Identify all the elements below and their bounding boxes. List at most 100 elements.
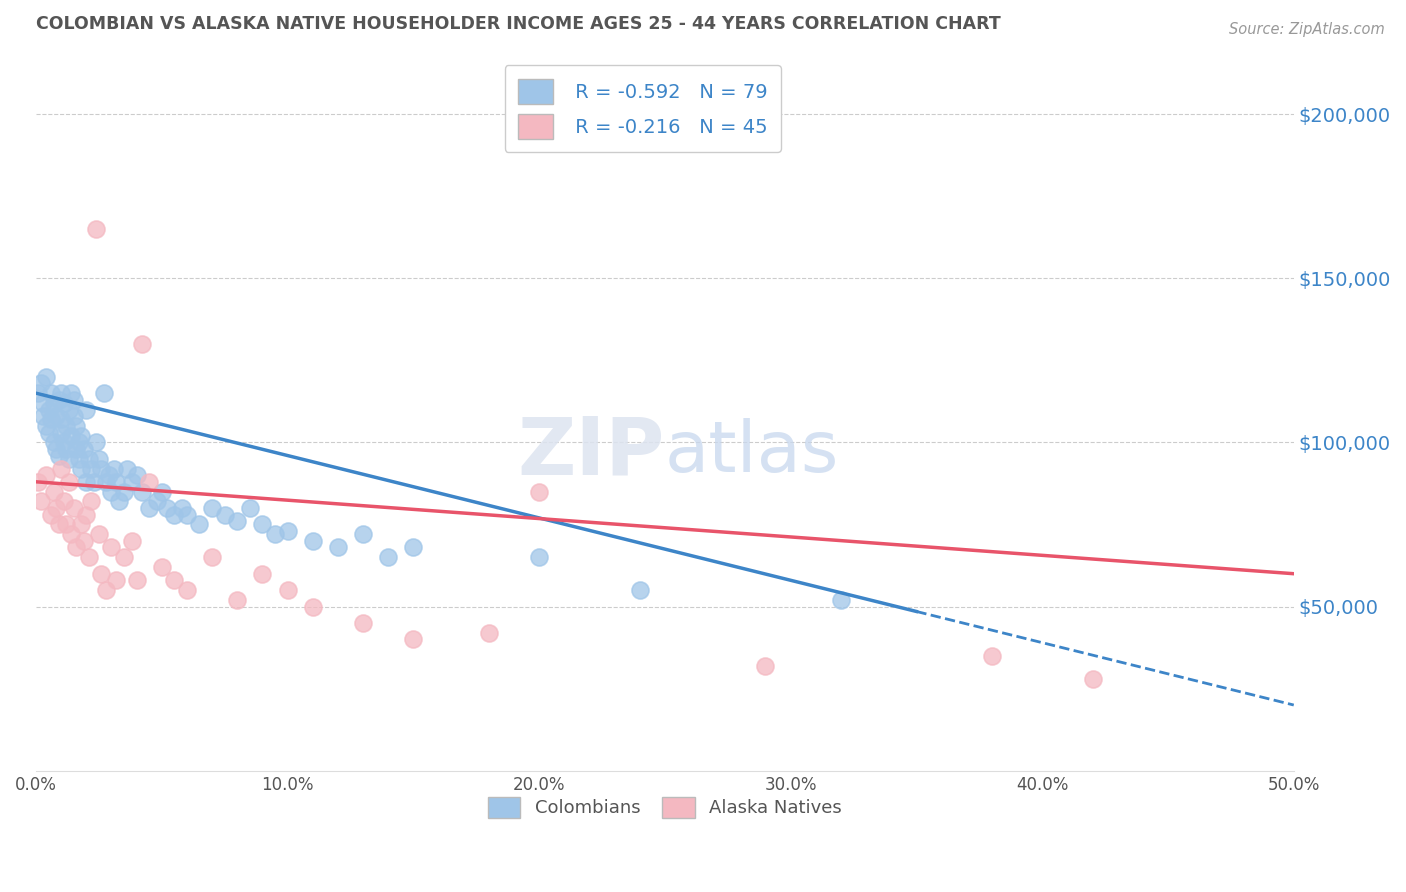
Point bbox=[176, 583, 198, 598]
Text: atlas: atlas bbox=[665, 418, 839, 487]
Point bbox=[73, 442, 96, 456]
Point bbox=[402, 632, 425, 647]
Point bbox=[830, 593, 852, 607]
Point bbox=[39, 508, 62, 522]
Point bbox=[27, 475, 49, 489]
Point bbox=[80, 494, 103, 508]
Point bbox=[67, 435, 90, 450]
Point bbox=[75, 508, 97, 522]
Point bbox=[58, 475, 80, 489]
Point bbox=[39, 386, 62, 401]
Point bbox=[150, 560, 173, 574]
Point bbox=[86, 435, 108, 450]
Point bbox=[60, 429, 83, 443]
Point bbox=[1081, 672, 1104, 686]
Point bbox=[70, 517, 93, 532]
Point bbox=[27, 386, 49, 401]
Point bbox=[49, 412, 72, 426]
Point bbox=[352, 615, 374, 630]
Point bbox=[163, 574, 186, 588]
Legend: Colombians, Alaska Natives: Colombians, Alaska Natives bbox=[479, 788, 851, 827]
Point bbox=[131, 337, 153, 351]
Point bbox=[201, 550, 224, 565]
Point bbox=[65, 442, 87, 456]
Point bbox=[301, 599, 323, 614]
Point bbox=[125, 574, 148, 588]
Point bbox=[48, 517, 70, 532]
Point bbox=[30, 376, 52, 391]
Point bbox=[49, 386, 72, 401]
Point bbox=[97, 468, 120, 483]
Point bbox=[527, 550, 550, 565]
Point bbox=[77, 550, 100, 565]
Point bbox=[176, 508, 198, 522]
Point bbox=[75, 475, 97, 489]
Point bbox=[49, 461, 72, 475]
Point bbox=[39, 412, 62, 426]
Point bbox=[125, 468, 148, 483]
Point bbox=[70, 461, 93, 475]
Point bbox=[48, 449, 70, 463]
Point bbox=[150, 484, 173, 499]
Point bbox=[38, 425, 60, 440]
Point bbox=[131, 484, 153, 499]
Point bbox=[115, 461, 138, 475]
Point bbox=[90, 566, 112, 581]
Point bbox=[478, 625, 501, 640]
Point bbox=[62, 409, 84, 424]
Point bbox=[527, 484, 550, 499]
Point bbox=[239, 501, 262, 516]
Point bbox=[201, 501, 224, 516]
Point bbox=[100, 541, 122, 555]
Point bbox=[32, 396, 55, 410]
Point bbox=[60, 386, 83, 401]
Point bbox=[96, 583, 118, 598]
Point bbox=[138, 475, 160, 489]
Point bbox=[105, 475, 128, 489]
Point bbox=[65, 541, 87, 555]
Point bbox=[326, 541, 349, 555]
Point bbox=[35, 468, 58, 483]
Point bbox=[87, 451, 110, 466]
Point bbox=[96, 475, 118, 489]
Point bbox=[402, 541, 425, 555]
Point bbox=[52, 494, 75, 508]
Point bbox=[75, 402, 97, 417]
Point bbox=[55, 442, 77, 456]
Point bbox=[58, 451, 80, 466]
Point bbox=[55, 517, 77, 532]
Point bbox=[188, 517, 211, 532]
Text: Source: ZipAtlas.com: Source: ZipAtlas.com bbox=[1229, 22, 1385, 37]
Text: COLOMBIAN VS ALASKA NATIVE HOUSEHOLDER INCOME AGES 25 - 44 YEARS CORRELATION CHA: COLOMBIAN VS ALASKA NATIVE HOUSEHOLDER I… bbox=[37, 15, 1001, 33]
Point bbox=[52, 396, 75, 410]
Point bbox=[108, 494, 131, 508]
Point bbox=[55, 419, 77, 434]
Point bbox=[65, 419, 87, 434]
Point bbox=[30, 494, 52, 508]
Point bbox=[62, 501, 84, 516]
Point bbox=[67, 451, 90, 466]
Point bbox=[87, 527, 110, 541]
Point bbox=[145, 494, 167, 508]
Point bbox=[170, 501, 193, 516]
Point bbox=[38, 402, 60, 417]
Point bbox=[42, 435, 65, 450]
Point bbox=[42, 396, 65, 410]
Point bbox=[276, 583, 298, 598]
Point bbox=[252, 566, 274, 581]
Point bbox=[48, 392, 70, 407]
Point bbox=[73, 533, 96, 548]
Point bbox=[62, 392, 84, 407]
Point bbox=[377, 550, 399, 565]
Point bbox=[121, 533, 143, 548]
Point bbox=[103, 461, 125, 475]
Point bbox=[754, 658, 776, 673]
Point bbox=[252, 517, 274, 532]
Point bbox=[163, 508, 186, 522]
Point bbox=[83, 475, 105, 489]
Point bbox=[980, 648, 1002, 663]
Point bbox=[121, 475, 143, 489]
Point bbox=[49, 425, 72, 440]
Point bbox=[112, 484, 135, 499]
Point bbox=[226, 593, 249, 607]
